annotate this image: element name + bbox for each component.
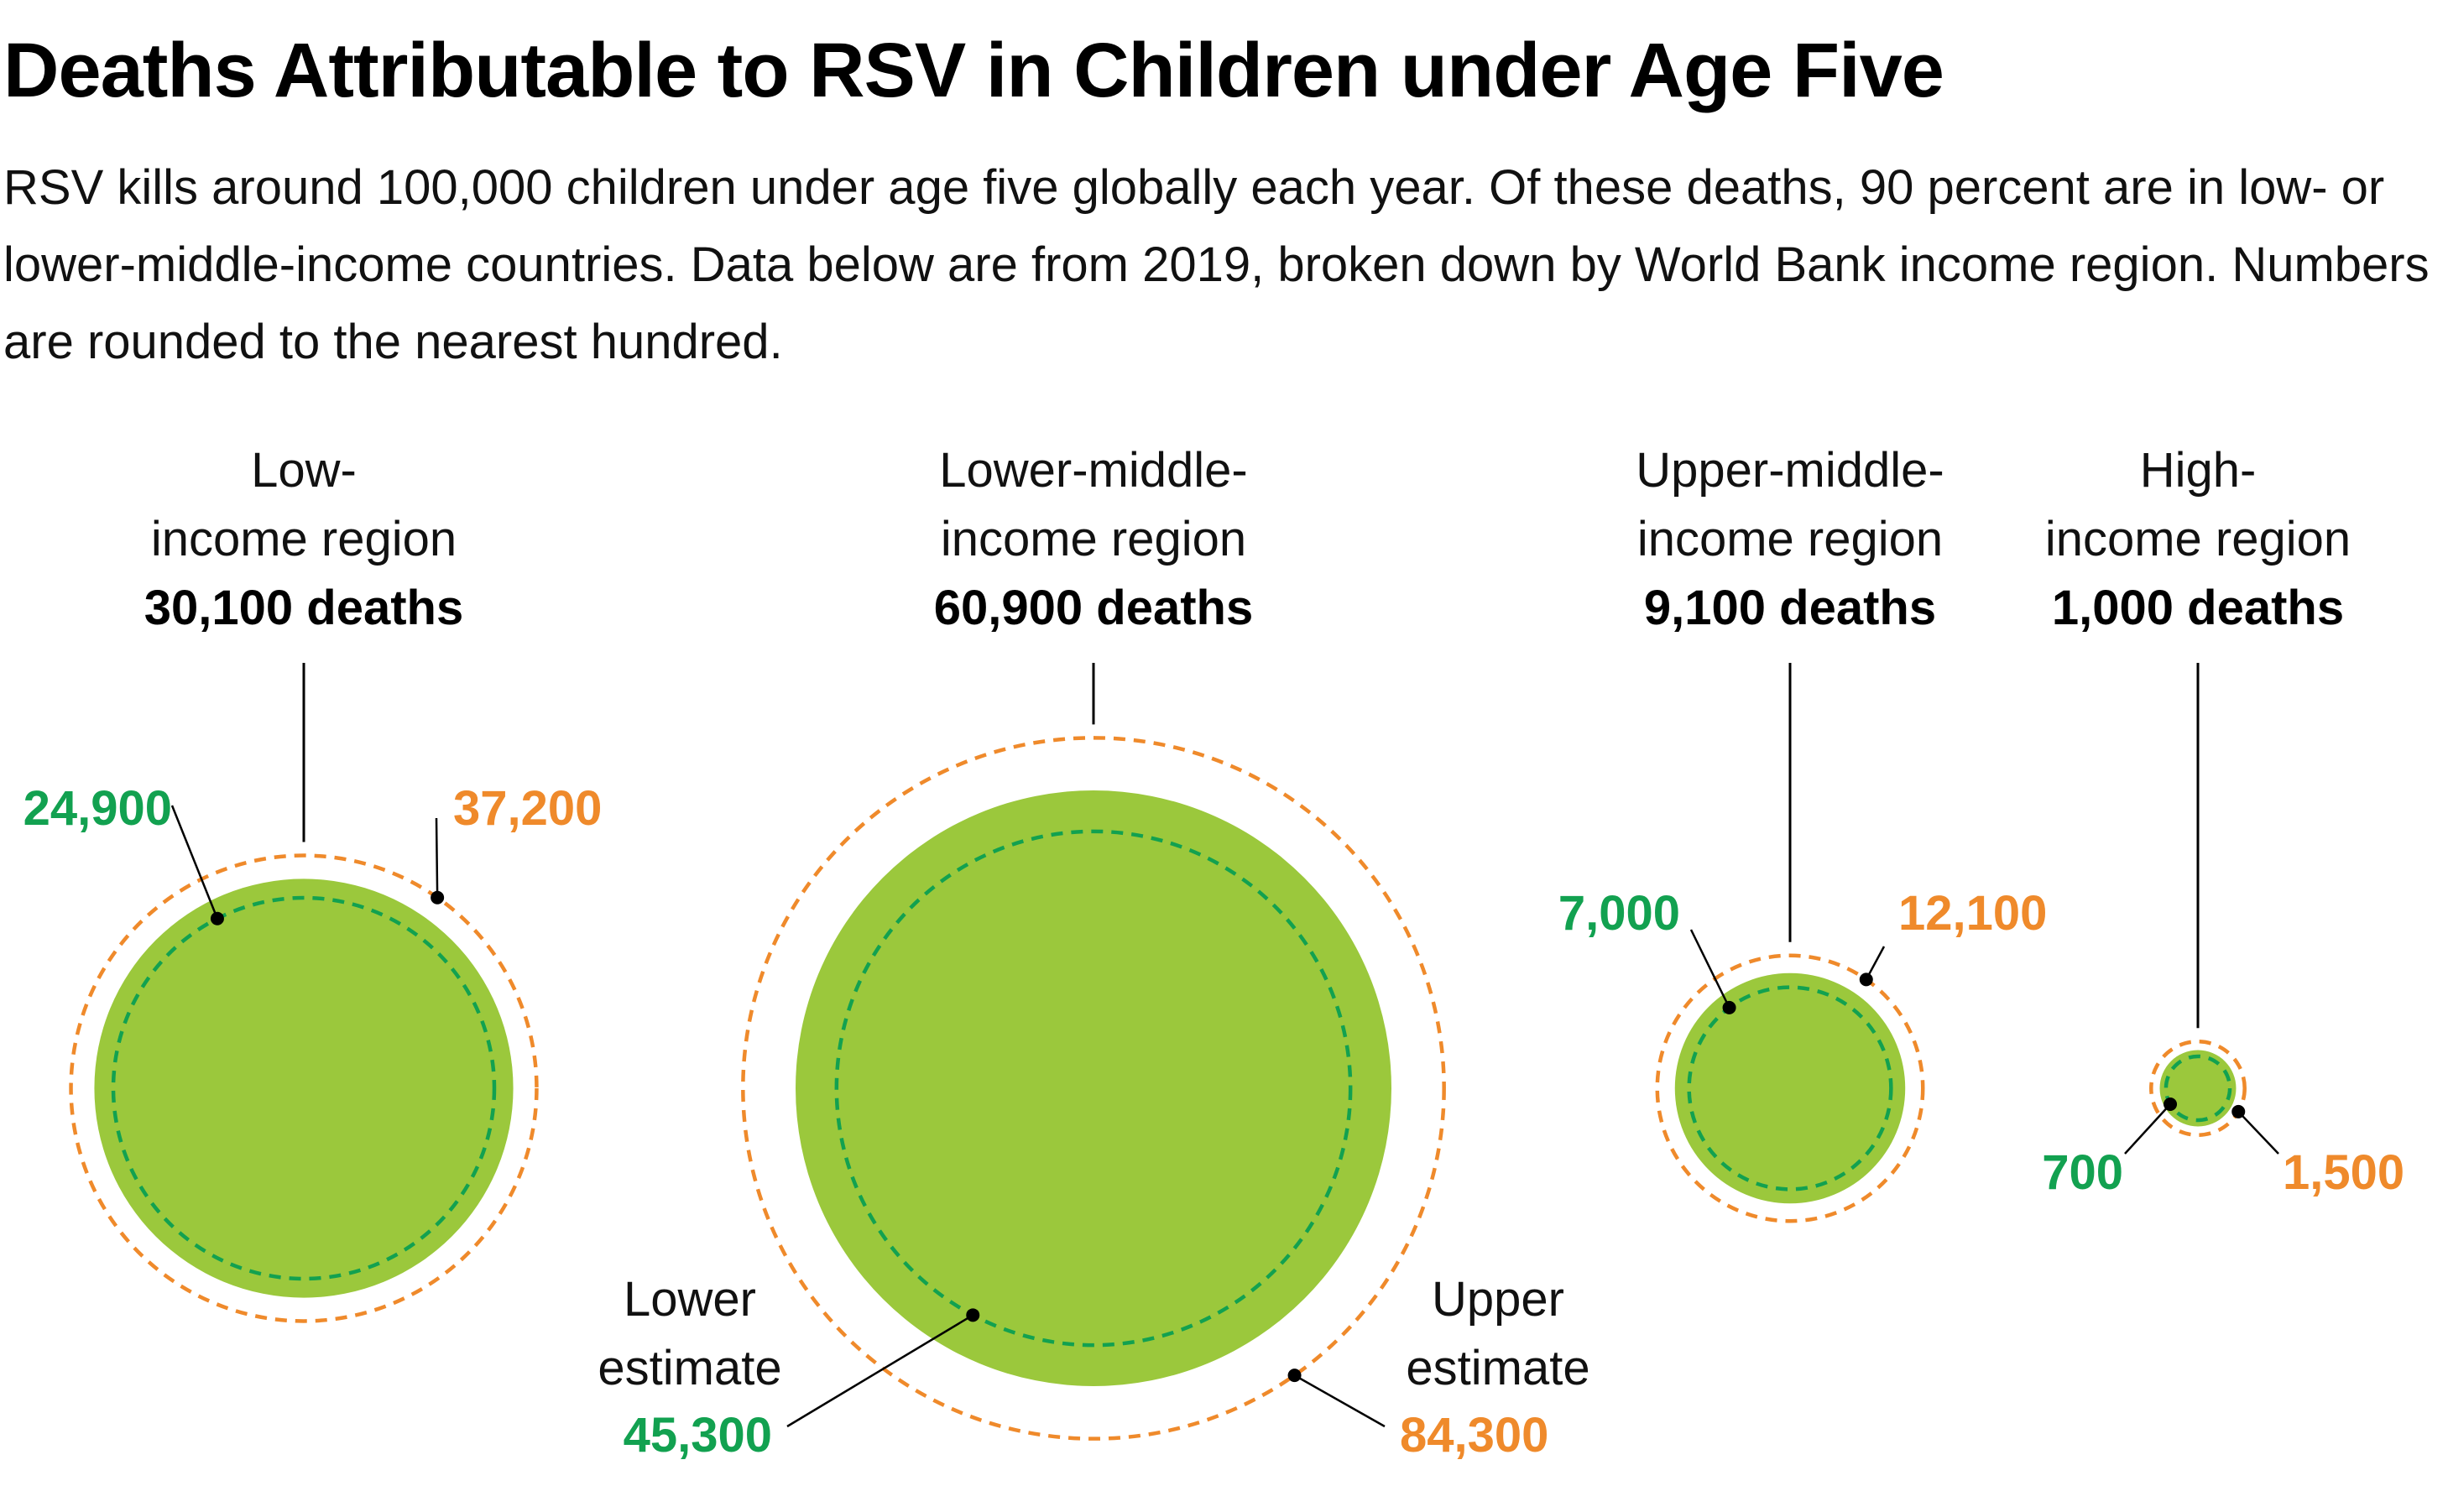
upper-estimate-ring	[69, 853, 539, 1323]
upper-estimate-dot	[1287, 1369, 1302, 1383]
lower-estimate-ring	[111, 895, 497, 1281]
lower-estimate-leader	[2124, 1103, 2171, 1155]
lower-estimate-leader	[170, 805, 219, 920]
lower-estimate-leader	[786, 1314, 973, 1428]
region-label-line2: income region	[151, 512, 457, 566]
chart-subtitle: RSV kills around 100,000 children under …	[3, 160, 2430, 369]
lower-estimate-ring	[1687, 985, 1893, 1191]
legend-lower-line1: Lower	[624, 1272, 756, 1327]
region-label-line2: income region	[2045, 512, 2351, 566]
deaths-bubble	[1674, 972, 1906, 1204]
legend-upper-line2: estimate	[1406, 1341, 1589, 1395]
upper-estimate-value: 84,300	[1400, 1408, 1548, 1462]
chart-title: Deaths Attributable to RSV in Children u…	[3, 28, 1944, 113]
upper-estimate-leader	[435, 817, 439, 898]
deaths-bubble	[2159, 1050, 2237, 1127]
deaths-bubble	[796, 790, 1391, 1386]
legend-lower-line2: estimate	[598, 1341, 781, 1395]
region-label-line1: Low-	[251, 443, 357, 498]
lower-estimate-leader	[1689, 929, 1730, 1009]
upper-estimate-value: 37,200	[453, 781, 602, 836]
lower-estimate-dot	[966, 1308, 980, 1322]
lower-estimate-dot	[2164, 1098, 2178, 1112]
region-label-line1: Upper-middle-	[1636, 443, 1944, 498]
legend-upper-line1: Upper	[1432, 1272, 1564, 1327]
upper-estimate-ring	[1655, 953, 1925, 1223]
region-label-line2: income region	[941, 512, 1246, 566]
lower-estimate-value: 24,900	[23, 781, 172, 836]
region-total-deaths: 9,100 deaths	[1644, 581, 1936, 635]
deaths-bubble	[94, 879, 514, 1298]
upper-estimate-value: 12,100	[1898, 886, 2047, 941]
lower-estimate-dot	[1722, 1000, 1736, 1014]
region-total-deaths: 60,900 deaths	[934, 581, 1253, 635]
region-total-deaths: 30,100 deaths	[144, 581, 463, 635]
upper-estimate-leader	[1293, 1374, 1386, 1428]
upper-estimate-leader	[2237, 1110, 2279, 1155]
upper-estimate-ring	[741, 736, 1446, 1441]
lower-estimate-value: 7,000	[1558, 886, 1680, 941]
upper-estimate-dot	[2231, 1104, 2246, 1118]
upper-estimate-dot	[1859, 972, 1873, 987]
region-label-line1: High-	[2140, 443, 2257, 498]
upper-estimate-ring	[2149, 1040, 2247, 1137]
upper-estimate-dot	[431, 890, 445, 905]
lower-estimate-ring	[2164, 1054, 2232, 1123]
lower-estimate-dot	[210, 911, 224, 925]
region-label-line2: income region	[1637, 512, 1943, 566]
lower-estimate-value: 700	[2042, 1145, 2123, 1200]
region-label-line1: Lower-middle-	[939, 443, 1247, 498]
lower-estimate-value: 45,300	[624, 1408, 772, 1462]
lower-estimate-ring	[834, 829, 1353, 1348]
region-total-deaths: 1,000 deaths	[2052, 581, 2344, 635]
upper-estimate-value: 1,500	[2283, 1145, 2404, 1200]
